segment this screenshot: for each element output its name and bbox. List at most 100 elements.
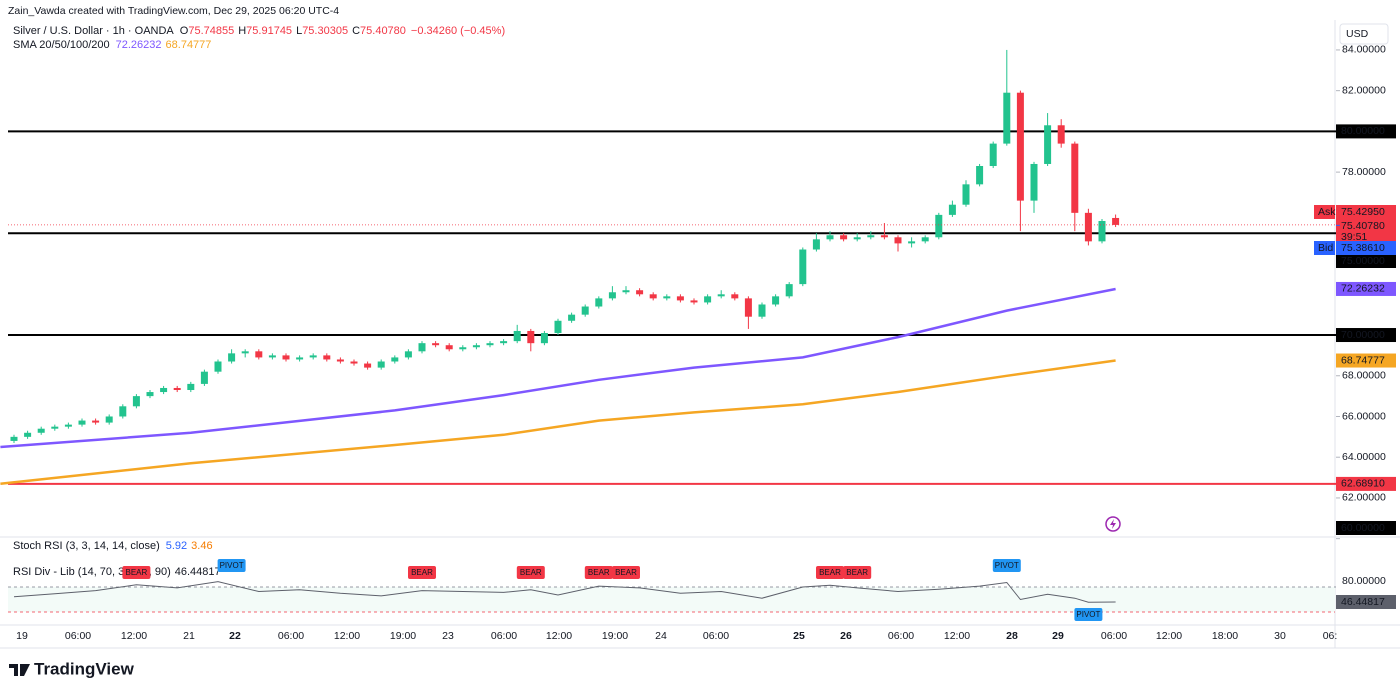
sma-axis-label: 68.74777 xyxy=(1341,354,1385,366)
marker-label: PIVOT xyxy=(995,561,1019,570)
candle-body xyxy=(840,235,848,240)
currency[interactable]: USD xyxy=(1346,28,1369,40)
candle-body xyxy=(785,284,793,297)
marker-label: BEAR xyxy=(846,568,868,577)
candle-body xyxy=(323,355,331,360)
candle-body xyxy=(568,314,576,321)
candle-body xyxy=(758,304,766,317)
candle-body xyxy=(255,351,263,358)
y-tick-label: 62.00000 xyxy=(1342,492,1386,504)
level-label-bg xyxy=(1336,124,1396,139)
alert-bolt[interactable] xyxy=(1110,519,1116,529)
candle-body xyxy=(1112,217,1120,225)
bid-tag-bg xyxy=(1314,241,1335,255)
sma-axis-label-bg xyxy=(1336,353,1396,368)
candle-body xyxy=(119,406,127,417)
candle-body xyxy=(581,306,589,315)
marker-bg xyxy=(516,566,545,579)
y-tick-label: 66.00000 xyxy=(1342,410,1386,422)
ohlc-key: L xyxy=(296,25,302,37)
candle-body xyxy=(976,166,984,185)
candle-body xyxy=(214,361,222,372)
marker-label: PIVOT xyxy=(220,561,244,570)
time-label: 29 xyxy=(1052,630,1064,642)
time-label: 12:00 xyxy=(121,630,147,642)
candle-body xyxy=(935,214,943,238)
candle-body xyxy=(173,387,181,391)
time-label: 06: xyxy=(1323,630,1338,642)
candle-body xyxy=(92,420,100,423)
candle-body xyxy=(595,298,603,307)
candle-body xyxy=(540,332,548,344)
candle-body xyxy=(364,363,372,368)
marker-label: PIVOT xyxy=(1076,610,1100,619)
candle-body xyxy=(663,296,671,299)
level-label-bg xyxy=(1336,476,1396,491)
rsi-legend: RSI Div - Lib (14, 70, 30, 50, 90) 46.448… xyxy=(13,566,221,578)
sma-axis-label-bg xyxy=(1336,281,1396,296)
time-label: 23 xyxy=(442,630,454,642)
stoch-value: 5.92 xyxy=(166,540,187,552)
ohlc-key: H xyxy=(238,25,246,37)
rsi-axis-label: 46.44817 xyxy=(1341,596,1385,608)
marker-bg xyxy=(1074,608,1103,621)
candle-body xyxy=(432,343,440,346)
countdown: 39:51 xyxy=(1341,231,1367,243)
candle-body xyxy=(459,347,467,350)
ask-label: 75.42950 xyxy=(1341,206,1385,218)
sma-label: SMA 20/50/100/200 xyxy=(13,39,110,51)
time-label: 19:00 xyxy=(390,630,416,642)
stoch-value: 3.46 xyxy=(191,540,212,552)
ask-label-bg xyxy=(1336,205,1396,219)
candle-body xyxy=(500,341,508,344)
logo-dot xyxy=(20,664,24,668)
rsi-line xyxy=(13,581,1116,603)
candle-body xyxy=(880,235,888,238)
currency-button[interactable] xyxy=(1339,23,1389,45)
candle-body xyxy=(241,351,249,354)
time-label: 19:00 xyxy=(602,630,628,642)
candle-body xyxy=(921,237,929,242)
candle-body xyxy=(1030,163,1038,201)
stoch-legend: Stoch RSI (3, 3, 14, 14, close) 5.92 3.46 xyxy=(13,540,213,552)
candle-body xyxy=(894,237,902,244)
ohlc-value: 75.40780 xyxy=(360,25,406,37)
change: −0.34260 (−0.45%) xyxy=(411,25,505,37)
marker-bg xyxy=(217,559,246,572)
marker-label: BEAR xyxy=(126,568,148,577)
sma-axis-label: 72.26232 xyxy=(1341,283,1385,295)
candle-body xyxy=(160,387,168,393)
candle-body xyxy=(418,343,426,352)
y-tick-label: 78.00000 xyxy=(1342,166,1386,178)
time-label: 24 xyxy=(655,630,667,642)
y-tick-label: 64.00000 xyxy=(1342,451,1386,463)
candle-body xyxy=(608,292,616,299)
alert-icon[interactable] xyxy=(1105,516,1121,532)
candle-body xyxy=(51,426,59,429)
candle-body xyxy=(1084,212,1092,242)
time-label: 12:00 xyxy=(546,630,572,642)
y-tick-label: 68.00000 xyxy=(1342,370,1386,382)
candle-body xyxy=(200,371,208,384)
candle-body xyxy=(554,320,562,333)
candle-body xyxy=(826,235,834,240)
time-label: 06:00 xyxy=(703,630,729,642)
candle-body xyxy=(296,357,304,360)
rsi-tick-label: 80.00000 xyxy=(1342,575,1386,587)
time-label: 12:00 xyxy=(1156,630,1182,642)
rsi-axis-label-bg xyxy=(1336,595,1396,610)
candle-body xyxy=(799,249,807,285)
candle-body xyxy=(350,361,358,364)
credit: Zain_Vawda created with TradingView.com,… xyxy=(8,5,339,17)
candle-body xyxy=(336,359,344,362)
candle-body xyxy=(268,355,276,358)
candle-body xyxy=(867,235,875,238)
candle-body xyxy=(690,300,698,303)
alert-circle[interactable] xyxy=(1105,516,1121,532)
candle-body xyxy=(377,361,385,368)
candle-body xyxy=(1016,92,1024,201)
ask-tag-bg xyxy=(1314,205,1335,219)
marker-bg xyxy=(122,566,151,579)
